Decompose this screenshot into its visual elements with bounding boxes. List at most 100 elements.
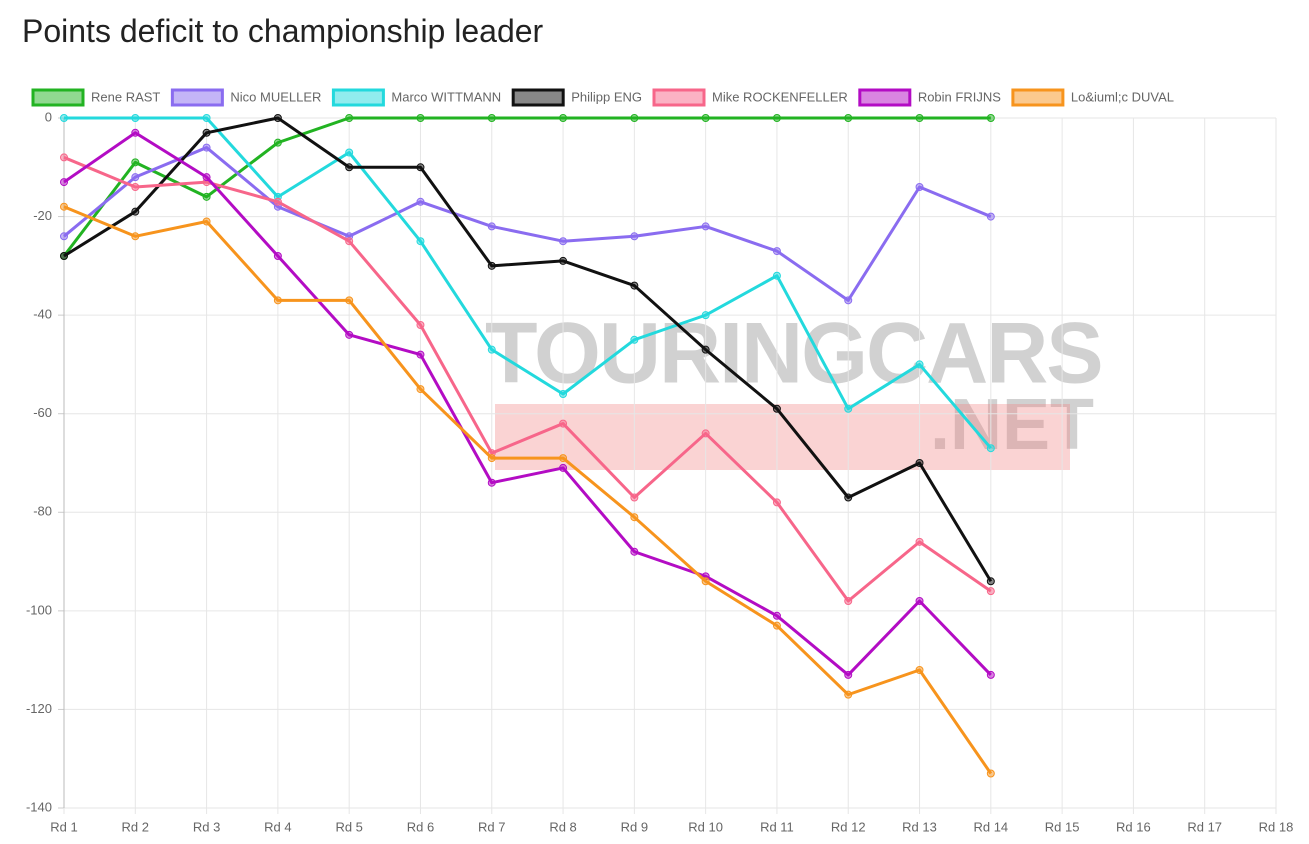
series-line	[63, 146, 992, 302]
data-point	[915, 537, 924, 546]
legend-label[interactable]: Robin FRIJNS	[918, 89, 1001, 104]
data-point	[487, 261, 496, 270]
data-point	[915, 459, 924, 467]
data-point	[772, 247, 781, 256]
data-point	[701, 429, 710, 438]
x-tick-label: Rd 6	[407, 819, 434, 834]
x-tick-label: Rd 3	[193, 819, 220, 834]
watermark: TOURINGCARS	[485, 306, 1102, 402]
data-point	[60, 232, 68, 241]
data-point	[559, 256, 568, 265]
legend-swatch[interactable]	[331, 88, 385, 107]
data-point	[844, 493, 853, 502]
legend-swatch[interactable]	[1011, 88, 1065, 107]
data-point	[559, 114, 568, 122]
data-point	[630, 232, 639, 241]
data-point	[60, 114, 68, 122]
x-tick-label: Rd 9	[621, 819, 648, 834]
x-tick-label: Rd 14	[973, 819, 1008, 834]
series-line	[63, 116, 993, 583]
chart-title: Points deficit to championship leader	[22, 13, 544, 49]
watermark: .NET	[930, 385, 1094, 465]
series-line	[62, 116, 991, 257]
data-point	[915, 666, 924, 674]
x-tick-label: Rd 2	[122, 819, 149, 834]
legend-label[interactable]: Rene RAST	[91, 89, 160, 104]
data-point	[416, 321, 425, 329]
data-point	[416, 385, 425, 394]
legend-label[interactable]: Nico MUELLER	[230, 89, 321, 104]
data-point	[559, 390, 568, 398]
data-point	[273, 252, 282, 260]
y-tick-label: -40	[33, 307, 52, 322]
data-point	[986, 670, 995, 679]
data-point	[772, 621, 781, 630]
legend-swatch[interactable]	[652, 88, 706, 107]
data-point	[202, 114, 211, 122]
series-line	[63, 131, 992, 677]
x-tick-label: Rd 11	[760, 819, 794, 834]
data-point	[131, 207, 140, 216]
data-point	[772, 404, 781, 413]
data-point	[345, 148, 354, 157]
legend-label[interactable]: Philipp ENG	[571, 89, 642, 104]
data-point	[986, 444, 995, 453]
data-point	[844, 597, 853, 605]
data-point	[273, 296, 282, 305]
legend-label[interactable]: Mike ROCKENFELLER	[712, 89, 848, 104]
data-point	[487, 114, 496, 122]
data-point	[701, 345, 710, 354]
data-point	[630, 547, 639, 556]
data-point	[273, 138, 282, 147]
data-point	[701, 311, 710, 320]
data-point	[202, 192, 211, 201]
legend-swatch[interactable]	[511, 88, 565, 107]
data-point	[487, 478, 496, 487]
legend-swatch[interactable]	[858, 88, 912, 107]
data-point	[416, 163, 425, 172]
x-tick-label: Rd 8	[549, 819, 576, 834]
x-tick-label: Rd 15	[1045, 819, 1080, 834]
data-point	[915, 114, 924, 122]
data-point	[131, 128, 140, 137]
data-point	[915, 597, 924, 605]
data-point	[559, 463, 568, 472]
legend-swatch[interactable]	[170, 88, 224, 107]
data-point	[986, 587, 995, 596]
data-point	[630, 281, 639, 290]
x-tick-label: Rd 18	[1259, 819, 1294, 834]
data-point	[60, 178, 68, 187]
data-point	[844, 690, 853, 699]
data-point	[844, 114, 853, 122]
data-point	[772, 611, 781, 620]
data-point	[345, 163, 354, 172]
data-point	[559, 237, 568, 246]
legend-label[interactable]: Lo&iuml;c DUVAL	[1071, 89, 1174, 104]
data-point	[345, 330, 354, 339]
data-point	[701, 114, 710, 122]
data-point	[131, 183, 140, 191]
x-tick-label: Rd 17	[1187, 819, 1222, 834]
data-point	[844, 670, 853, 679]
data-point	[345, 237, 354, 246]
y-tick-label: 0	[45, 109, 52, 124]
data-point	[131, 158, 140, 167]
data-point	[772, 114, 781, 122]
data-point	[273, 197, 282, 206]
data-point	[131, 232, 140, 241]
data-point	[202, 128, 211, 137]
data-point	[630, 114, 639, 122]
data-point	[487, 345, 496, 354]
data-point	[60, 153, 68, 162]
data-point	[844, 404, 853, 413]
data-point	[131, 114, 140, 122]
legend-label[interactable]: Marco WITTMANN	[391, 89, 501, 104]
x-tick-label: Rd 4	[264, 819, 291, 834]
legend-swatch[interactable]	[31, 88, 85, 107]
data-point	[345, 296, 354, 305]
data-point	[416, 197, 425, 206]
x-tick-label: Rd 10	[688, 819, 723, 834]
data-point	[915, 360, 924, 369]
data-point	[487, 454, 496, 463]
